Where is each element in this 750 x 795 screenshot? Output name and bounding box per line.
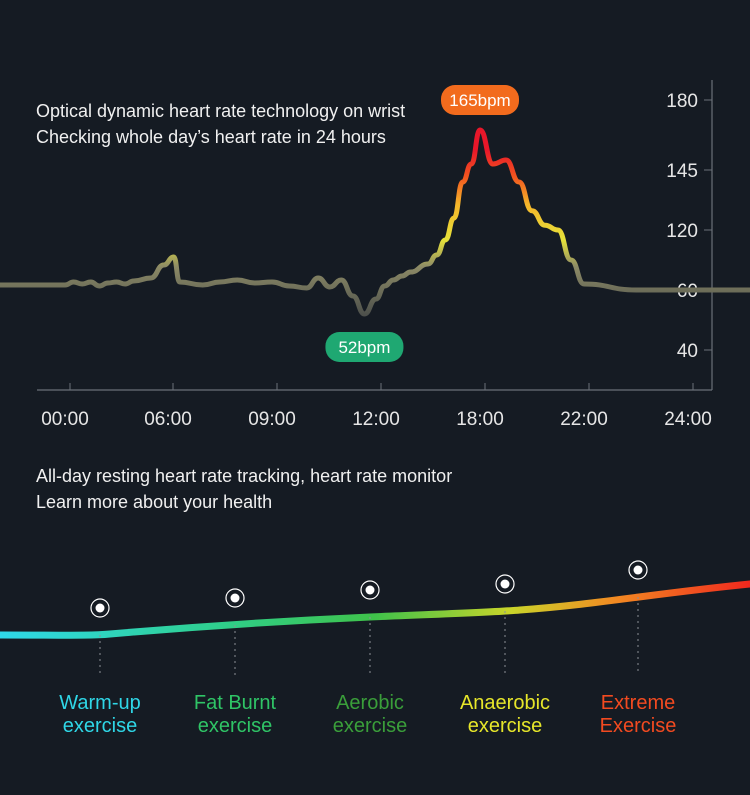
intro-text: Optical dynamic heart rate technology on… [36, 98, 405, 150]
x-tick-label: 06:00 [144, 409, 192, 430]
zone-curve [0, 580, 750, 639]
exercise-zone-curve [0, 560, 750, 675]
y-tick-label: 40 [677, 341, 698, 362]
y-tick-label: 180 [666, 91, 698, 112]
zone-label-line-2: Exercise [599, 715, 677, 737]
x-tick-label: 09:00 [248, 409, 296, 430]
zone-label: Extreme Exercise [568, 692, 708, 738]
low-badge: 52bpm [325, 332, 404, 362]
resting-text: All-day resting heart rate tracking, hea… [36, 463, 452, 515]
resting-line-1: All-day resting heart rate tracking, hea… [36, 466, 453, 486]
badge-label: 165bpm [449, 91, 510, 110]
zone-label: Anaerobic exercise [435, 692, 575, 738]
zone-label-line-1: Anaerobic [459, 692, 551, 714]
peak-badge: 165bpm [441, 85, 519, 115]
zone-label: Warm-up exercise [30, 692, 170, 738]
zone-label-line-2: exercise [467, 715, 543, 737]
zone-marker [628, 560, 648, 675]
zone-label-line-2: exercise [197, 715, 273, 737]
zone-label-line-1: Aerobic [336, 692, 404, 714]
x-tick-label: 22:00 [560, 409, 608, 430]
badge-label: 52bpm [338, 338, 390, 357]
zone-label: Aerobic exercise [300, 692, 440, 738]
zone-label-line-1: Warm-up [59, 692, 141, 714]
zone-marker [225, 588, 245, 675]
zone-label-line-2: exercise [62, 715, 138, 737]
zone-label-line-1: Extreme [600, 692, 676, 714]
x-tick-label: 00:00 [41, 409, 89, 430]
x-tick-label: 24:00 [664, 409, 712, 430]
y-tick-label: 145 [666, 161, 698, 182]
resting-line-2: Learn more about your health [36, 492, 273, 512]
zone-marker [495, 574, 515, 675]
zone-label-line-1: Fat Burnt [193, 692, 277, 714]
zone-marker [90, 598, 110, 675]
zone-label: Fat Burnt exercise [165, 692, 305, 738]
y-tick-label: 120 [666, 221, 698, 242]
heart-rate-chart: 00:00 06:00 09:00 12:00 18:00 22:00 24:00 180 14… [0, 80, 750, 430]
intro-line-2: Checking whole day’s heart rate in 24 ho… [36, 127, 386, 147]
intro-line-1: Optical dynamic heart rate technology on… [36, 101, 406, 121]
zone-marker [360, 580, 380, 675]
heart-rate-line [0, 127, 750, 317]
x-tick-label: 18:00 [456, 409, 504, 430]
x-tick-label: 12:00 [352, 409, 400, 430]
zone-label-line-2: exercise [332, 715, 408, 737]
